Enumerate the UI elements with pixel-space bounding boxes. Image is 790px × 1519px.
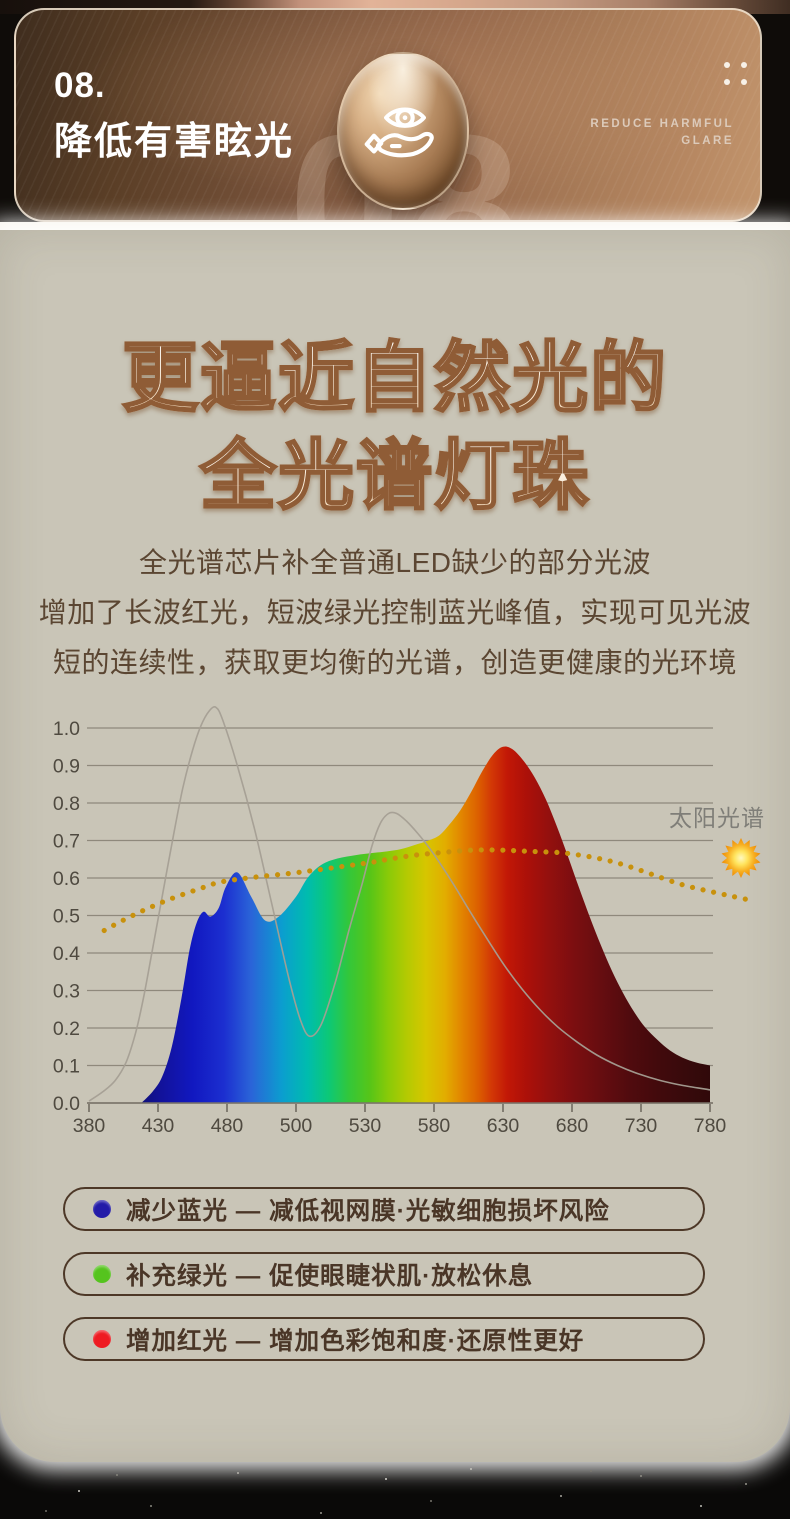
y-axis-tick-label: 0.0 xyxy=(53,1093,80,1115)
legend-pill-label: 减少蓝光 — 减低视网膜·光敏细胞损坏风险 xyxy=(126,1197,610,1225)
x-axis-tick-label: 730 xyxy=(625,1115,658,1137)
x-axis-tick-label: 580 xyxy=(418,1115,451,1137)
main-title-line1: 更逼近自然光的 xyxy=(0,330,790,428)
section-subtitle-en: REDUCE HARMFUL GLARE xyxy=(590,116,734,150)
sun-spectrum-label: 太阳光谱 xyxy=(669,805,765,831)
y-axis-tick-label: 1.0 xyxy=(53,718,80,740)
blue-dot-icon xyxy=(93,1200,111,1218)
x-axis-tick-label: 500 xyxy=(280,1115,313,1137)
x-axis-tick-label: 480 xyxy=(211,1115,244,1137)
legend-pills: 减少蓝光 — 减低视网膜·光敏细胞损坏风险 补充绿光 — 促使眼睫状肌·放松休息… xyxy=(63,1187,705,1382)
subtitle-line: GLARE xyxy=(681,135,734,147)
section-header-card: 08 08. 降低有害眩光 REDUCE HARMFUL GLARE xyxy=(14,8,762,222)
y-axis-tick-label: 0.8 xyxy=(53,793,80,815)
x-axis-tick-label: 530 xyxy=(349,1115,382,1137)
sun-spectrum-dotted-curve xyxy=(101,847,757,934)
description-line: 全光谱芯片补全普通LED缺少的部分光波 xyxy=(139,547,651,578)
y-axis-tick-label: 0.6 xyxy=(53,868,80,890)
content-card xyxy=(0,230,790,1462)
legend-pill-label: 增加红光 — 增加色彩饱和度·还原性更好 xyxy=(126,1327,585,1355)
section-title: 降低有害眩光 xyxy=(54,121,295,163)
legend-pill-blue: 减少蓝光 — 减低视网膜·光敏细胞损坏风险 xyxy=(63,1187,705,1231)
x-axis-tick-label: 630 xyxy=(487,1115,520,1137)
y-axis-tick-label: 0.2 xyxy=(53,1018,80,1040)
x-axis-tick-label: 780 xyxy=(694,1115,727,1137)
main-title-line2: 全光谱灯珠 xyxy=(0,428,790,526)
spectrum-chart: 0.0 0.1 0.2 0.3 0.4 0.5 0.6 0.7 0.8 0.9 1.0 380 430 4… xyxy=(53,706,765,1137)
sun-icon xyxy=(721,838,761,878)
green-dot-icon xyxy=(93,1265,111,1283)
x-axis-tick-label: 380 xyxy=(73,1115,106,1137)
legend-pill-label: 补充绿光 — 促使眼睫状肌·放松休息 xyxy=(126,1262,534,1290)
description-line: 增加了长波红光，短波绿光控制蓝光峰值，实现可见光波 xyxy=(38,597,752,628)
legend-pill-green: 补充绿光 — 促使眼睫状肌·放松休息 xyxy=(63,1252,705,1296)
x-axis-tick-label: 430 xyxy=(142,1115,175,1137)
y-axis-tick-label: 0.3 xyxy=(53,981,80,1003)
star-specks xyxy=(0,0,2,2)
legend-pill-red: 增加红光 — 增加色彩饱和度·还原性更好 xyxy=(63,1317,705,1361)
four-dots-icon xyxy=(724,62,747,85)
y-axis-tick-label: 0.9 xyxy=(53,756,80,778)
y-axis-tick-label: 0.5 xyxy=(53,906,80,928)
y-axis-tick-label: 0.1 xyxy=(53,1056,80,1078)
description: 全光谱芯片补全普通LED缺少的部分光波 增加了长波红光，短波绿光控制蓝光峰值，实… xyxy=(0,538,790,688)
hand-holding-eye-icon xyxy=(364,107,434,158)
full-spectrum-area xyxy=(141,746,710,1103)
eye-care-badge xyxy=(337,52,469,210)
subtitle-line: REDUCE HARMFUL xyxy=(590,118,734,130)
description-line: 短的连续性，获取更均衡的光谱，创造更健康的光环境 xyxy=(52,647,737,678)
divider xyxy=(0,222,790,230)
normal-led-curve xyxy=(88,706,711,1102)
section-number: 08. xyxy=(54,66,106,105)
red-dot-icon xyxy=(93,1330,111,1348)
x-axis-tick-label: 680 xyxy=(556,1115,589,1137)
y-axis-tick-label: 0.7 xyxy=(53,831,80,853)
y-axis-tick-label: 0.4 xyxy=(53,943,80,965)
main-title: 更逼近自然光的 全光谱灯珠 xyxy=(0,330,790,526)
